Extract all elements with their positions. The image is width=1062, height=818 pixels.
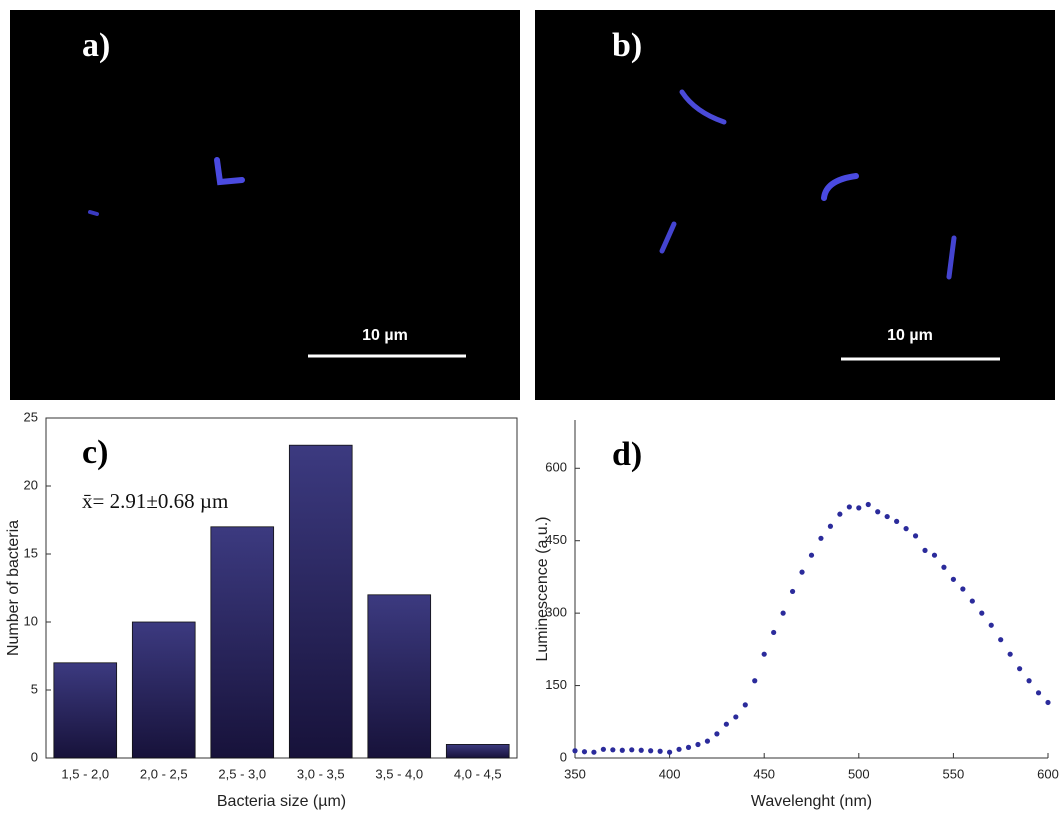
data-point <box>591 750 596 755</box>
data-point <box>629 747 634 752</box>
data-point <box>572 748 577 753</box>
image-b: b) 10 µm <box>535 10 1055 400</box>
x-tick-label: 450 <box>753 766 775 781</box>
data-point <box>676 747 681 752</box>
data-point <box>724 722 729 727</box>
data-point <box>1036 690 1041 695</box>
data-point <box>856 505 861 510</box>
y-tick-label: 25 <box>24 409 38 424</box>
y-tick-label: 5 <box>31 681 38 696</box>
data-point <box>771 630 776 635</box>
data-point <box>790 589 795 594</box>
data-point <box>686 745 691 750</box>
data-point <box>1026 678 1031 683</box>
bar <box>289 445 352 758</box>
data-point <box>610 747 615 752</box>
bar <box>368 595 431 758</box>
data-point <box>582 749 587 754</box>
y-tick-label: 15 <box>24 545 38 560</box>
data-point <box>1017 666 1022 671</box>
y-tick-label: 0 <box>31 749 38 764</box>
data-point <box>1045 700 1050 705</box>
x-axis-title: Bacteria size (µm) <box>217 793 346 810</box>
data-point <box>781 611 786 616</box>
micrograph <box>10 10 520 400</box>
panel-label: a) <box>82 27 110 64</box>
bar <box>54 663 117 758</box>
data-point <box>1008 652 1013 657</box>
x-tick-label: 1,5 - 2,0 <box>61 766 109 781</box>
data-point <box>989 623 994 628</box>
data-point <box>894 519 899 524</box>
data-point <box>658 749 663 754</box>
data-point <box>866 502 871 507</box>
x-tick-label: 600 <box>1037 766 1059 781</box>
bacterium <box>90 212 97 214</box>
data-point <box>762 652 767 657</box>
panel-label: c) <box>82 434 108 471</box>
bar <box>132 622 195 758</box>
data-point <box>639 748 644 753</box>
data-point <box>733 714 738 719</box>
data-point <box>885 514 890 519</box>
data-point <box>714 731 719 736</box>
panel-label: b) <box>612 27 642 64</box>
bar <box>446 744 509 758</box>
y-tick-label: 0 <box>560 749 567 764</box>
data-point <box>818 536 823 541</box>
data-point <box>970 598 975 603</box>
data-point <box>799 570 804 575</box>
data-point <box>828 524 833 529</box>
y-axis-title: Number of bacteria <box>5 520 22 656</box>
y-tick-label: 10 <box>24 613 38 628</box>
data-point <box>705 739 710 744</box>
data-point <box>743 702 748 707</box>
data-point <box>620 748 625 753</box>
x-tick-label: 4,0 - 4,5 <box>454 766 502 781</box>
data-point <box>922 548 927 553</box>
data-point <box>648 748 653 753</box>
panel-label: d) <box>612 436 642 473</box>
data-point <box>913 533 918 538</box>
data-point <box>960 586 965 591</box>
data-point <box>875 509 880 514</box>
y-tick-label: 600 <box>545 460 567 475</box>
x-tick-label: 350 <box>564 766 586 781</box>
scale-bar-label: 10 µm <box>362 327 408 344</box>
data-point <box>752 678 757 683</box>
x-tick-label: 3,0 - 3,5 <box>297 766 345 781</box>
x-axis-title: Wavelenght (nm) <box>751 793 872 810</box>
data-point <box>998 637 1003 642</box>
data-point <box>847 504 852 509</box>
x-tick-label: 400 <box>659 766 681 781</box>
x-tick-label: 2,5 - 3,0 <box>218 766 266 781</box>
y-axis-title: Luminescence (a.u.) <box>534 517 551 662</box>
data-point <box>601 747 606 752</box>
x-tick-label: 2,0 - 2,5 <box>140 766 188 781</box>
x-tick-label: 550 <box>943 766 965 781</box>
y-tick-label: 20 <box>24 477 38 492</box>
data-point <box>979 611 984 616</box>
data-point <box>932 553 937 558</box>
image-a: a) 10 µm <box>10 10 520 400</box>
y-tick-label: 150 <box>545 677 567 692</box>
data-point <box>695 742 700 747</box>
scale-bar-label: 10 µm <box>887 327 933 344</box>
data-point <box>904 526 909 531</box>
figure: a) 10 µm b) 10 µm 0 5 10 15 20 25 Bacteria siz… <box>0 0 1062 818</box>
bar <box>211 527 274 758</box>
data-point <box>951 577 956 582</box>
data-point <box>667 750 672 755</box>
x-tick-label: 500 <box>848 766 870 781</box>
data-point <box>941 565 946 570</box>
data-point <box>809 553 814 558</box>
x-tick-label: 3,5 - 4,0 <box>375 766 423 781</box>
data-point <box>837 512 842 517</box>
micrograph <box>535 10 1055 400</box>
annotation: x̄= 2.91±0.68 µm <box>82 489 228 513</box>
